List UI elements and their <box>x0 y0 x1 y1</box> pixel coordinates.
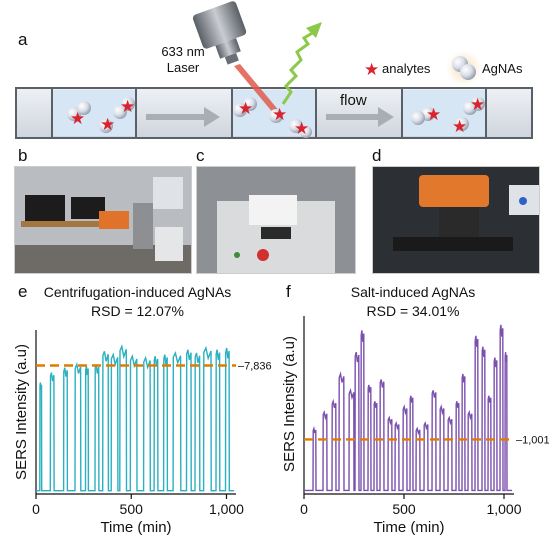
photo-c-chip-stage <box>196 166 356 274</box>
svg-text:★: ★ <box>238 99 253 118</box>
flow-arrow-2-icon <box>326 107 394 127</box>
legend-agnas: AgNAs <box>482 61 523 76</box>
photo-d-microscope <box>372 166 540 274</box>
x-tick-label: 0 <box>32 501 40 517</box>
chart-e: –7,836 0 500 1,000 Time (min) SERS Intensity … <box>13 330 272 536</box>
laser-text: Laser <box>166 60 200 75</box>
scattered-light <box>281 30 315 105</box>
particles-droplet-1 <box>67 97 135 133</box>
chart-e-subtitle: RSD = 12.07% <box>91 303 184 319</box>
legend-star-icon: ★ <box>364 60 379 79</box>
x-tick-label: 1,000 <box>209 501 244 517</box>
flow-label: flow <box>340 92 367 109</box>
panel-label-d: d <box>372 146 382 165</box>
panel-label-b: b <box>18 146 28 165</box>
x-axis-label: Time (min) <box>373 519 444 536</box>
y-axis-label: SERS Intensity (a.u) <box>13 344 30 480</box>
svg-text:★: ★ <box>470 95 485 114</box>
svg-text:★: ★ <box>426 105 441 124</box>
laser-label: 633 nm Laser <box>153 44 213 76</box>
svg-text:★: ★ <box>294 119 309 138</box>
laser-device-icon <box>192 1 247 65</box>
x-tick-label: 500 <box>120 501 144 517</box>
svg-text:★: ★ <box>100 115 115 134</box>
reference-label: –1,001 <box>516 434 550 446</box>
chart-f-title: Salt-induced AgNAs <box>350 284 476 300</box>
chart-f: –1,001 0 500 1,000 Time (min) SERS Intensity … <box>281 316 550 536</box>
legend-analytes: analytes <box>382 61 431 76</box>
panel-label-c: c <box>196 146 205 165</box>
svg-text:★: ★ <box>70 109 85 128</box>
series-line <box>304 324 512 492</box>
svg-text:★: ★ <box>272 105 287 124</box>
svg-text:★: ★ <box>452 117 467 136</box>
panel-label-a: a <box>18 30 28 49</box>
x-tick-label: 0 <box>300 501 308 517</box>
panel-label-f: f <box>286 282 291 301</box>
y-axis-label: SERS Intensity (a.u) <box>281 336 298 472</box>
series-line <box>36 343 235 492</box>
analyte-stars: ★ ★ ★ ★ ★ ★ ★ ★ ★ <box>70 95 485 138</box>
reference-label: –7,836 <box>238 360 272 372</box>
flow-arrow-1-icon <box>146 107 220 127</box>
laser-beam <box>234 64 280 114</box>
x-tick-label: 1,000 <box>486 501 521 517</box>
chart-e-title: Centrifugation-induced AgNAs <box>43 284 232 300</box>
x-tick-label: 500 <box>392 501 416 517</box>
chart-f-subtitle: RSD = 34.01% <box>366 303 460 319</box>
laser-wavelength: 633 nm <box>161 44 205 59</box>
panel-label-e: e <box>18 282 28 301</box>
svg-text:★: ★ <box>120 97 135 116</box>
photo-b-instrument <box>14 166 192 274</box>
particles-droplet-2 <box>233 97 312 138</box>
x-axis-label: Time (min) <box>100 519 171 536</box>
flow-schematic: ★ ★ ★ ★ ★ ★ ★ ★ ★ ★ <box>15 1 533 139</box>
particles-droplet-3 <box>411 97 485 131</box>
